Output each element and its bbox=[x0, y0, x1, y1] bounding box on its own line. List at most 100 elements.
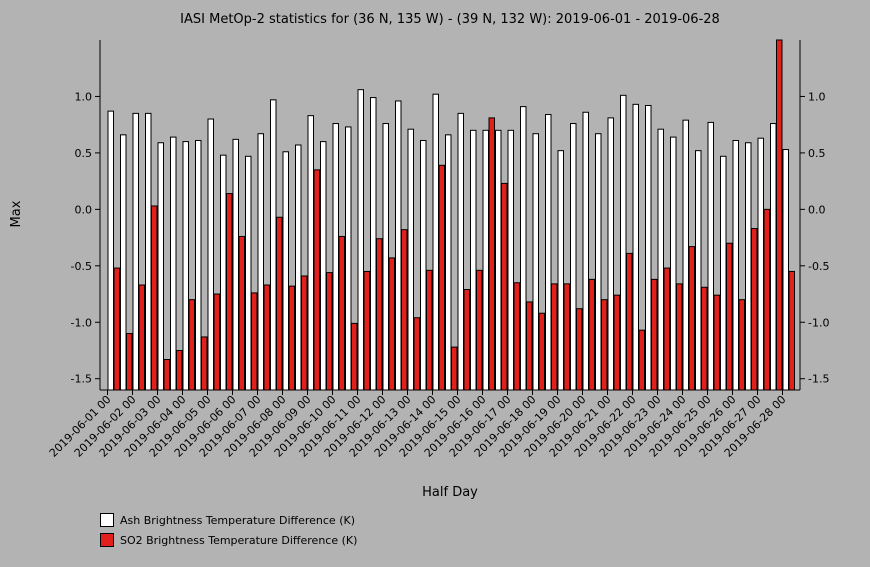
ash-bar bbox=[657, 128, 664, 391]
so2-bar bbox=[351, 322, 358, 391]
so2-bar bbox=[526, 301, 533, 391]
ash-bar bbox=[782, 149, 789, 391]
ash-bar bbox=[570, 123, 577, 391]
y-tick-label-left: -0.5 bbox=[71, 260, 92, 273]
ash-bar bbox=[145, 112, 152, 391]
so2-bar bbox=[701, 286, 708, 391]
ash-bar bbox=[157, 142, 164, 391]
ash-bar bbox=[245, 155, 252, 391]
legend-item-ash: Ash Brightness Temperature Difference (K… bbox=[100, 513, 355, 527]
ash-bar bbox=[745, 142, 752, 391]
so2-bar bbox=[188, 299, 195, 391]
legend-label-ash: Ash Brightness Temperature Difference (K… bbox=[120, 513, 355, 527]
so2-bar bbox=[438, 164, 445, 391]
so2-bar bbox=[713, 294, 720, 391]
so2-bar bbox=[688, 246, 695, 391]
so2-bar bbox=[676, 283, 683, 391]
ash-bar bbox=[595, 133, 602, 391]
bars-group bbox=[107, 39, 795, 391]
so2-bar bbox=[613, 294, 620, 391]
so2-bar bbox=[588, 278, 595, 391]
so2-bar bbox=[326, 272, 333, 391]
so2-bar bbox=[388, 257, 395, 391]
so2-bar bbox=[263, 284, 270, 391]
so2-bar bbox=[513, 282, 520, 391]
ash-bar bbox=[345, 126, 352, 391]
y-tick-label-left: 1.0 bbox=[75, 90, 93, 103]
ash-bar bbox=[270, 99, 277, 391]
so2-bar bbox=[638, 329, 645, 391]
so2-bar bbox=[501, 182, 508, 391]
ash-bar bbox=[695, 150, 702, 391]
y-tick-label-left: -1.5 bbox=[71, 373, 92, 386]
so2-bar bbox=[488, 117, 495, 391]
so2-bar bbox=[201, 336, 208, 391]
so2-bar bbox=[788, 270, 795, 391]
ash-bar bbox=[207, 118, 214, 391]
ash-bar bbox=[407, 128, 414, 391]
so2-bar bbox=[601, 299, 608, 391]
ash-bar bbox=[507, 129, 514, 391]
ash-bar bbox=[170, 136, 177, 391]
so2-bar bbox=[663, 267, 670, 391]
ash-bar bbox=[295, 144, 302, 391]
ash-bar bbox=[220, 154, 227, 391]
so2-bar bbox=[226, 193, 233, 391]
so2-bar bbox=[763, 208, 770, 391]
so2-bar bbox=[413, 317, 420, 391]
ash-bar bbox=[370, 97, 377, 391]
so2-bar bbox=[288, 285, 295, 391]
ash-bar bbox=[520, 106, 527, 391]
ash-bar bbox=[182, 141, 189, 391]
so2-bar bbox=[538, 312, 545, 391]
ash-bar bbox=[732, 139, 739, 391]
ash-bar bbox=[357, 89, 364, 391]
ash-bar bbox=[632, 103, 639, 391]
ash-bar bbox=[332, 123, 339, 391]
y-tick-label-left: 0.0 bbox=[75, 203, 93, 216]
x-axis-label: Half Day bbox=[422, 485, 478, 500]
so2-bar bbox=[576, 308, 583, 391]
y-tick-label-right: -1.5 bbox=[808, 373, 829, 386]
ash-bar bbox=[382, 123, 389, 391]
so2-bar bbox=[776, 39, 783, 391]
so2-bar bbox=[463, 289, 470, 391]
ash-bar bbox=[282, 151, 289, 391]
so2-bar bbox=[251, 292, 258, 391]
so2-bar bbox=[338, 235, 345, 391]
so2-bar bbox=[276, 216, 283, 391]
so2-bar bbox=[563, 283, 570, 391]
ash-bar bbox=[420, 139, 427, 391]
ash-bar bbox=[582, 111, 589, 391]
so2-bar bbox=[738, 299, 745, 391]
ash-bar bbox=[307, 115, 314, 391]
y-tick-label-left: -1.0 bbox=[71, 316, 92, 329]
legend-label-so2: SO2 Brightness Temperature Difference (K… bbox=[120, 533, 358, 547]
y-tick-label-left: 0.5 bbox=[75, 147, 93, 160]
so2-bar bbox=[376, 238, 383, 391]
legend-swatch-so2 bbox=[100, 533, 114, 547]
ash-bar bbox=[445, 134, 452, 391]
so2-bar bbox=[626, 252, 633, 391]
so2-bar bbox=[363, 270, 370, 391]
ash-bar bbox=[607, 117, 614, 391]
ash-bar bbox=[532, 133, 539, 391]
so2-bar bbox=[113, 267, 120, 391]
ash-bar bbox=[670, 136, 677, 391]
legend-swatch-ash bbox=[100, 513, 114, 527]
y-tick-label-right: 0.0 bbox=[808, 203, 826, 216]
ash-bar bbox=[132, 112, 139, 391]
ash-bar bbox=[770, 123, 777, 391]
legend-item-so2: SO2 Brightness Temperature Difference (K… bbox=[100, 533, 357, 547]
so2-bar bbox=[176, 349, 183, 391]
y-tick-label-right: -1.0 bbox=[808, 316, 829, 329]
so2-bar bbox=[401, 229, 408, 391]
ash-bar bbox=[545, 114, 552, 391]
so2-bar bbox=[138, 284, 145, 391]
ash-bar bbox=[645, 104, 652, 391]
ash-bar bbox=[120, 134, 127, 391]
ash-bar bbox=[195, 139, 202, 391]
ash-bar bbox=[470, 129, 477, 391]
